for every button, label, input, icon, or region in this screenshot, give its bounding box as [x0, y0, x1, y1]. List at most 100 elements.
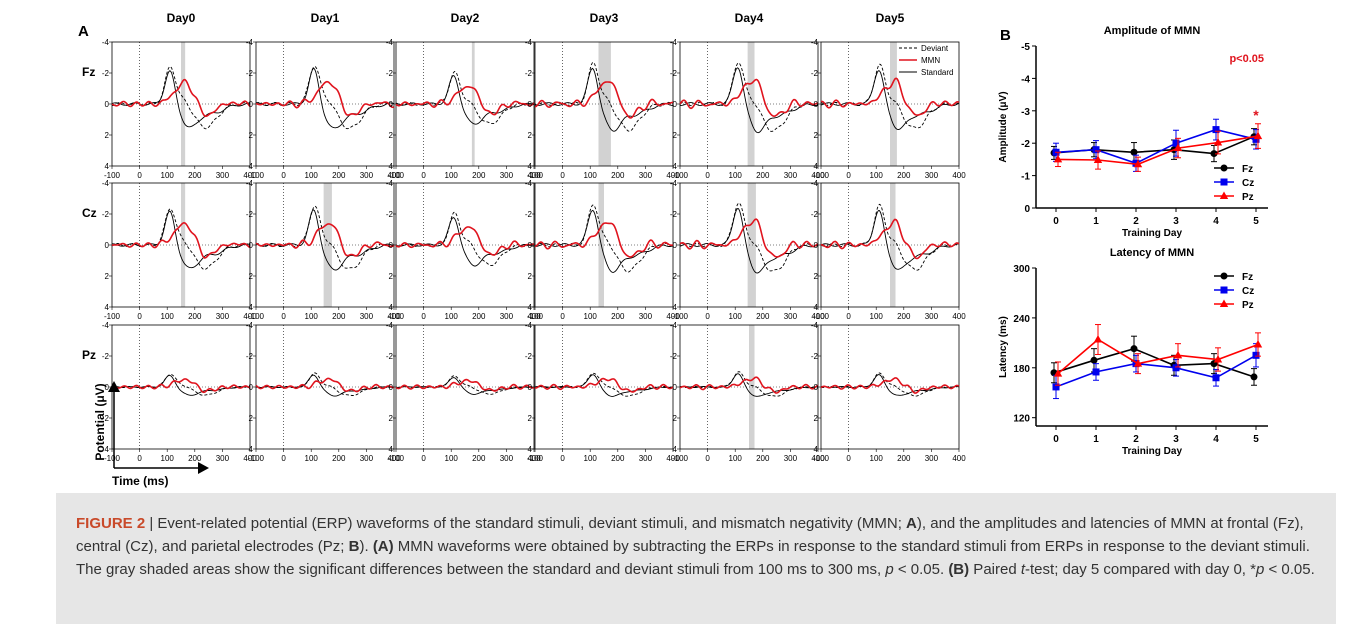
y-tick-label: -2	[811, 69, 819, 78]
data-point	[1250, 373, 1258, 381]
y-tick-label: 2	[105, 131, 110, 140]
x-tick-label: 200	[897, 312, 911, 321]
x-tick-label: 400	[387, 454, 401, 463]
series-line	[1057, 338, 1259, 375]
data-point	[1092, 146, 1100, 154]
x-tick-label: -100	[672, 312, 689, 321]
chart-title: Latency of MMN	[1110, 247, 1194, 259]
x-tick-label: 400	[527, 171, 541, 180]
electrode-label: Cz	[82, 206, 97, 220]
y-tick-label: -2	[811, 210, 819, 219]
significance-shading	[181, 42, 186, 166]
deviant-waveform	[256, 205, 395, 269]
x-tick-label: 100	[870, 312, 884, 321]
legend-label: MMN	[921, 56, 940, 65]
x-tick-label: 300	[784, 454, 798, 463]
day-label: Day3	[590, 11, 619, 25]
day-label: Day0	[167, 11, 196, 25]
y-tick-label: -2	[525, 69, 533, 78]
x-tick-label: 100	[305, 454, 319, 463]
y-tick-label: -2	[525, 352, 533, 361]
y-tick-label: -3	[1021, 107, 1030, 118]
deviant-waveform	[395, 70, 535, 125]
x-tick-label: 200	[332, 312, 346, 321]
x-tick-label: 300	[925, 171, 939, 180]
caption-italic-t: t	[1020, 561, 1026, 578]
time-axis-title: Time (ms)	[112, 474, 168, 488]
y-tick-label: 2	[673, 131, 678, 140]
x-tick-label: 300	[639, 171, 653, 180]
caption-text-4: MMN waveforms were obtained by subtracti…	[76, 538, 1310, 578]
data-point	[1130, 148, 1138, 156]
x-tick-label: 200	[611, 454, 625, 463]
data-point	[1092, 368, 1100, 376]
mmn-waveform	[395, 86, 535, 116]
series-line	[1053, 347, 1255, 378]
y-tick-label: -4	[525, 179, 533, 188]
y-tick-label: 2	[105, 272, 110, 281]
x-tick-label: 400	[527, 454, 541, 463]
y-tick-label: 240	[1013, 314, 1030, 325]
x-tick-label: 0	[137, 454, 142, 463]
y-tick-label: 4	[673, 303, 678, 312]
x-tick-label: 400	[952, 454, 966, 463]
y-tick-label: 180	[1013, 364, 1030, 375]
x-tick-label: 400	[527, 312, 541, 321]
mmn-waveform	[111, 378, 251, 394]
mmn-waveform	[255, 80, 395, 116]
y-tick-label: 0	[105, 100, 110, 109]
data-point	[1130, 345, 1138, 353]
x-tick-label: -100	[527, 312, 544, 321]
data-point	[1212, 374, 1220, 382]
data-point	[1093, 335, 1103, 343]
standard-waveform	[679, 373, 819, 397]
mmn-waveform	[534, 81, 674, 119]
y-tick-label: 0	[249, 241, 254, 250]
x-axis-title: Training Day	[1122, 228, 1182, 239]
deviant-waveform	[820, 203, 960, 271]
y-tick-label: -2	[1021, 139, 1030, 150]
y-tick-label: -4	[670, 179, 678, 188]
x-tick-label: 400	[666, 312, 680, 321]
y-tick-label: -2	[246, 210, 254, 219]
data-point	[1053, 369, 1063, 377]
x-tick-label: -100	[813, 312, 830, 321]
x-tick-label: 0	[846, 454, 851, 463]
data-point	[1212, 126, 1220, 134]
line-chart: Latency of MMN 120 180 240 300 0 1 2 3 4 5 Training…	[998, 247, 1268, 457]
data-point	[1252, 351, 1260, 359]
y-tick-label: 4	[814, 445, 819, 454]
y-tick-label: 4	[105, 445, 110, 454]
mmn-waveform	[255, 377, 395, 393]
standard-waveform	[112, 210, 251, 269]
x-tick-label: 400	[387, 312, 401, 321]
legend-marker	[1220, 178, 1228, 186]
standard-waveform	[395, 74, 535, 125]
y-tick-label: 2	[673, 414, 678, 423]
y-tick-label: -4	[386, 321, 394, 330]
caption-text-8: < 0.05.	[1264, 561, 1315, 578]
deviant-waveform	[679, 202, 819, 272]
mmn-waveform	[820, 77, 960, 116]
day-label: Day2	[451, 11, 480, 25]
x-tick-label: 5	[1253, 434, 1259, 445]
y-axis-title: Latency (ms)	[998, 316, 1009, 378]
x-tick-label: 300	[925, 312, 939, 321]
x-tick-label: 0	[560, 171, 565, 180]
y-tick-label: -4	[386, 38, 394, 47]
legend-marker	[1220, 286, 1228, 294]
x-tick-label: 200	[756, 454, 770, 463]
mmn-waveform	[395, 378, 535, 392]
x-tick-label: 200	[332, 171, 346, 180]
x-tick-label: 4	[1213, 434, 1219, 445]
caption-bold-b: B	[348, 538, 360, 555]
x-tick-label: 100	[305, 171, 319, 180]
y-tick-label: -2	[102, 69, 110, 78]
